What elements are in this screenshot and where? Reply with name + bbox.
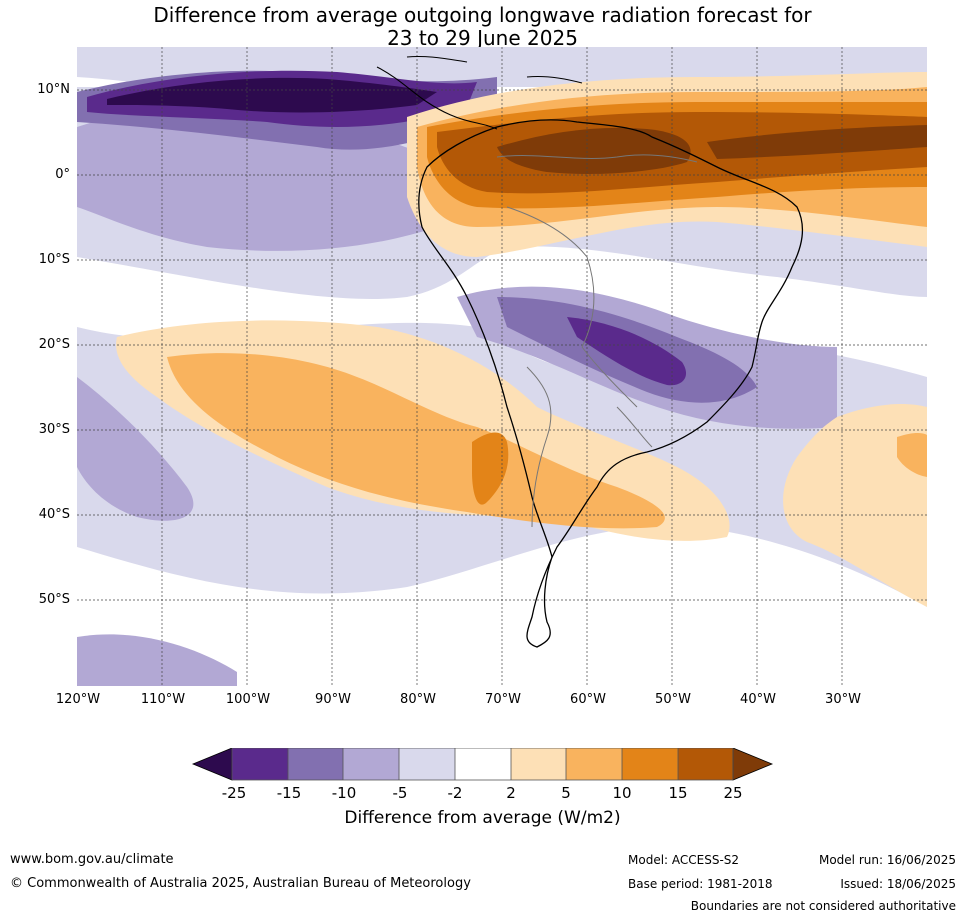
colorbar-tick-5: 5 <box>561 784 571 802</box>
lon-label-40w: 40°W <box>740 692 776 707</box>
footer-model: Model: ACCESS-S2 <box>628 853 740 867</box>
region-positive-atlantic-peak <box>707 125 927 159</box>
lon-label-100w: 100°W <box>225 692 271 707</box>
lon-label-80w: 80°W <box>400 692 436 707</box>
region-negative-south <box>77 634 237 686</box>
colorbar-extend-low <box>191 748 233 781</box>
colorbar-tick-15: 15 <box>668 784 688 802</box>
lat-label-50s: 50°S <box>38 592 70 607</box>
colorbar-bin-m25-m15 <box>232 748 288 780</box>
south-america-coastline <box>418 119 804 648</box>
region-negative-southwest <box>77 377 194 521</box>
region-neutral-south <box>77 525 927 686</box>
colorbar-extend-high <box>732 748 774 781</box>
caribbean-islands <box>406 56 583 84</box>
lon-label-50w: 50°W <box>655 692 691 707</box>
colorbar-bin-2-5 <box>511 748 566 780</box>
footer-model-run: Model run: 16/06/2025 <box>818 853 956 867</box>
lon-label-110w: 110°W <box>140 692 186 707</box>
title-line-1: Difference from average outgoing longwav… <box>153 3 812 27</box>
region-positive-atlantic-south <box>783 404 927 607</box>
colorbar-tick-25: 25 <box>723 784 743 802</box>
colorbar-tick-m5: -5 <box>392 784 408 802</box>
lat-label-30s: 30°S <box>38 422 70 437</box>
lon-label-70w: 70°W <box>485 692 521 707</box>
lat-label-20s: 20°S <box>38 337 70 352</box>
central-america-coastline <box>376 66 498 130</box>
footer-base-period: Base period: 1981-2018 <box>628 877 773 891</box>
region-positive-equator-peak <box>497 127 691 174</box>
colorbar-tick-2: 2 <box>506 784 516 802</box>
lon-label-120w: 120°W <box>55 692 101 707</box>
anomaly-map <box>77 47 927 686</box>
region-positive-pacific-medium <box>167 353 665 529</box>
colorbar-bin-m15-m10 <box>288 748 343 780</box>
lat-label-0: 0° <box>55 167 70 182</box>
colorbar-bin-5-10 <box>566 748 622 780</box>
country-borders <box>496 154 698 528</box>
graticule <box>77 47 927 686</box>
colorbar-tick-10: 10 <box>612 784 632 802</box>
footer-url[interactable]: www.bom.gov.au/climate <box>10 852 174 867</box>
colorbar-bin-m2-2 <box>455 748 511 780</box>
colorbar-bin-m5-m2 <box>399 748 455 780</box>
colorbar-bin-10-15 <box>622 748 678 780</box>
chart-title: Difference from average outgoing longwav… <box>0 4 965 50</box>
title-line-2: 23 to 29 June 2025 <box>387 26 578 50</box>
lat-label-10s: 10°S <box>38 252 70 267</box>
lon-label-60w: 60°W <box>570 692 606 707</box>
map-svg <box>77 47 927 686</box>
colorbar-label: Difference from average (W/m2) <box>344 808 621 828</box>
colorbar <box>191 748 774 781</box>
lon-label-30w: 30°W <box>825 692 861 707</box>
colorbar-tick-m2: -2 <box>447 784 463 802</box>
lon-label-90w: 90°W <box>315 692 351 707</box>
region-negative-brazil-peak <box>567 317 687 386</box>
colorbar-tick-m15: -15 <box>276 784 302 802</box>
colorbar-bin-m10-m5 <box>343 748 399 780</box>
colorbar-tick-m10: -10 <box>331 784 357 802</box>
footer-copyright: © Commonwealth of Australia 2025, Austra… <box>10 876 471 891</box>
region-positive-chile <box>472 432 509 505</box>
colorbar-bin-15-25 <box>678 748 733 780</box>
lat-label-40s: 40°S <box>38 507 70 522</box>
region-positive-atlantic-south-core <box>897 432 927 477</box>
colorbar-tick-m25: -25 <box>221 784 247 802</box>
footer-disclaimer: Boundaries are not considered authoritat… <box>690 899 956 913</box>
region-negative-north-extreme <box>107 77 437 113</box>
footer-issued: Issued: 18/06/2025 <box>840 877 956 891</box>
lat-label-10n: 10°N <box>37 82 70 97</box>
